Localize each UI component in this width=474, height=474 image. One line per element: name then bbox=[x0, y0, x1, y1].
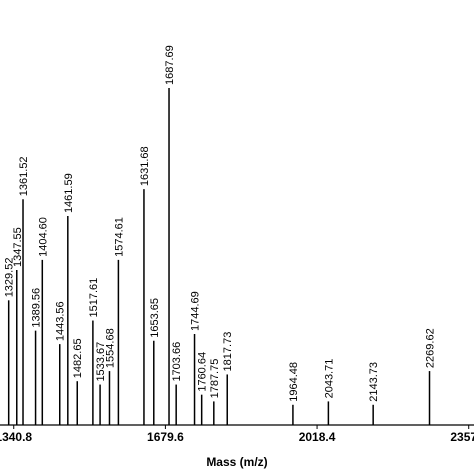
peak-label: 1347.55 bbox=[12, 227, 24, 267]
peak-label: 1787.75 bbox=[209, 359, 221, 399]
peak-label: 2043.71 bbox=[323, 359, 335, 399]
peak-label: 1361.52 bbox=[18, 156, 30, 196]
x-tick-label: 1340.8 bbox=[0, 430, 32, 444]
peak-label: 1482.65 bbox=[72, 338, 84, 378]
peak-label: 1964.48 bbox=[288, 362, 300, 402]
peak-label: 1517.61 bbox=[88, 278, 100, 318]
x-tick-label: 2018.4 bbox=[299, 430, 336, 444]
peak-label: 1653.65 bbox=[149, 298, 161, 338]
peak-label: 1389.56 bbox=[31, 288, 43, 328]
peak-label: 1554.68 bbox=[104, 328, 116, 368]
peak-label: 1703.66 bbox=[171, 342, 183, 382]
peak-label: 1443.56 bbox=[55, 301, 67, 341]
peak-label: 1533.67 bbox=[95, 342, 107, 382]
peak-label: 1631.68 bbox=[139, 146, 151, 186]
peak-label: 1461.59 bbox=[63, 173, 75, 213]
peak-label: 1404.60 bbox=[37, 217, 49, 257]
peak-label: 1744.69 bbox=[190, 291, 202, 331]
peak-label: 1687.69 bbox=[164, 45, 176, 85]
peak-label: 1574.61 bbox=[113, 217, 125, 257]
peak-label: 1760.64 bbox=[197, 352, 209, 392]
peak-label: 2269.62 bbox=[425, 328, 437, 368]
x-tick-label: 1679.6 bbox=[147, 430, 184, 444]
x-tick-label: 2357.2 bbox=[450, 430, 474, 444]
peak-label: 1329.52 bbox=[4, 258, 16, 298]
x-axis-label: Mass (m/z) bbox=[206, 455, 267, 469]
peak-label: 2143.73 bbox=[368, 362, 380, 402]
peak-label: 1817.73 bbox=[222, 332, 234, 372]
